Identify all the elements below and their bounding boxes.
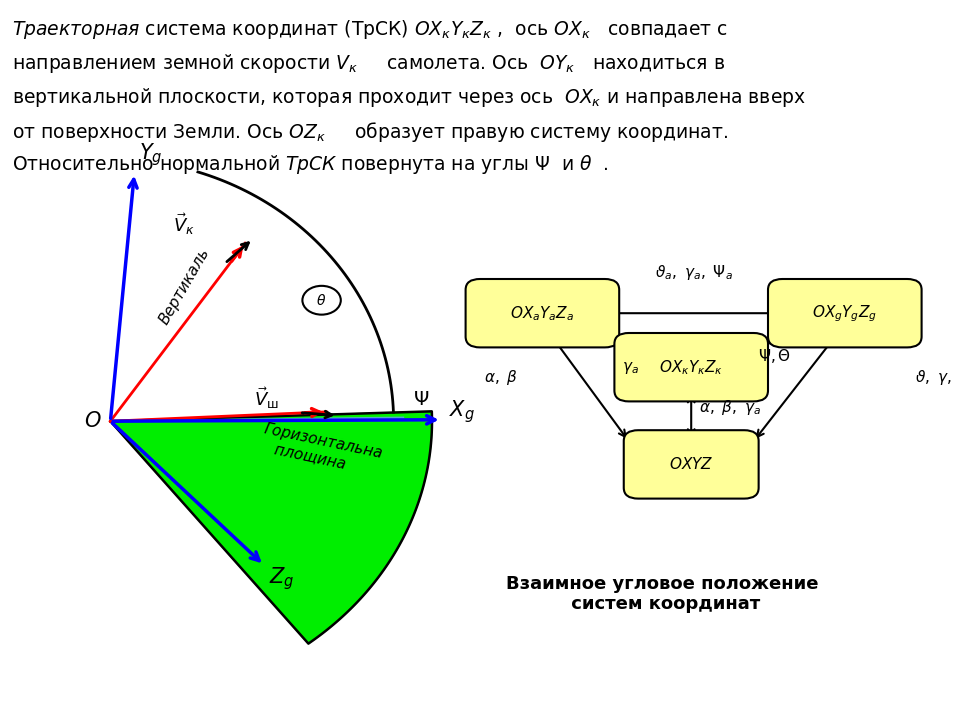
Text: $\gamma_a$: $\gamma_a$ [622, 360, 639, 376]
Text: $\alpha,\ \beta,\ \gamma_a$: $\alpha,\ \beta,\ \gamma_a$ [699, 398, 761, 417]
Text: $Z_g$: $Z_g$ [269, 565, 295, 592]
Text: $OXYZ$: $OXYZ$ [669, 456, 713, 472]
Text: Горизонтальна
   площина: Горизонтальна площина [259, 421, 385, 478]
FancyBboxPatch shape [624, 431, 758, 498]
Text: $\Psi$: $\Psi$ [413, 390, 429, 410]
Text: Относительно нормальной $\it{ТрСК}$ повернута на углы $\Psi$  и $\theta$  .: Относительно нормальной $\it{ТрСК}$ пове… [12, 153, 608, 176]
Text: вертикальной плоскости, которая проходит через ось  $OX_{\kappa}$ и направлена в: вертикальной плоскости, которая проходит… [12, 86, 805, 109]
Text: $OX_{\kappa}Y_{\kappa}Z_{\kappa}$: $OX_{\kappa}Y_{\kappa}Z_{\kappa}$ [660, 358, 723, 377]
Polygon shape [110, 411, 432, 644]
Text: $\vec{V}_{\text{ш}}$: $\vec{V}_{\text{ш}}$ [254, 385, 279, 411]
FancyBboxPatch shape [614, 333, 768, 401]
FancyBboxPatch shape [768, 279, 922, 348]
Text: $\Psi, \Theta$: $\Psi, \Theta$ [758, 348, 791, 366]
Text: $OX_gY_gZ_g$: $OX_gY_gZ_g$ [812, 303, 877, 323]
Text: $OX_aY_aZ_a$: $OX_aY_aZ_a$ [511, 304, 574, 323]
Text: $\bf{\it{Траекторная}}$ система координат (ТрСК) $OX_{\kappa}Y_{\kappa}Z_{\kappa: $\bf{\it{Траекторная}}$ система координа… [12, 18, 728, 41]
Text: $\vec{V}_{\kappa}$: $\vec{V}_{\kappa}$ [173, 212, 195, 238]
Text: Вертикаль: Вертикаль [156, 246, 212, 327]
Text: $\vartheta_a,\ \gamma_a,\ \Psi_a$: $\vartheta_a,\ \gamma_a,\ \Psi_a$ [655, 264, 732, 282]
Text: $\alpha,\ \beta$: $\alpha,\ \beta$ [484, 368, 518, 387]
Text: $\vartheta,\ \gamma,\ \Psi$: $\vartheta,\ \gamma,\ \Psi$ [915, 368, 960, 387]
Text: $O$: $O$ [84, 411, 101, 431]
Text: Взаимное угловое положение
 систем координат: Взаимное угловое положение систем коорди… [506, 575, 819, 613]
Text: от поверхности Земли. Ось $OZ_{\kappa}$     образует правую систему координат.: от поверхности Земли. Ось $OZ_{\kappa}$ … [12, 120, 728, 143]
Text: $Y_g$: $Y_g$ [139, 142, 162, 168]
Text: направлением земной скорости $V_{\kappa}$     самолета. Ось  $OY_{\kappa}$   нах: направлением земной скорости $V_{\kappa}… [12, 52, 725, 75]
FancyBboxPatch shape [466, 279, 619, 348]
Text: $\theta$: $\theta$ [317, 293, 326, 307]
Text: $X_g$: $X_g$ [449, 398, 475, 425]
